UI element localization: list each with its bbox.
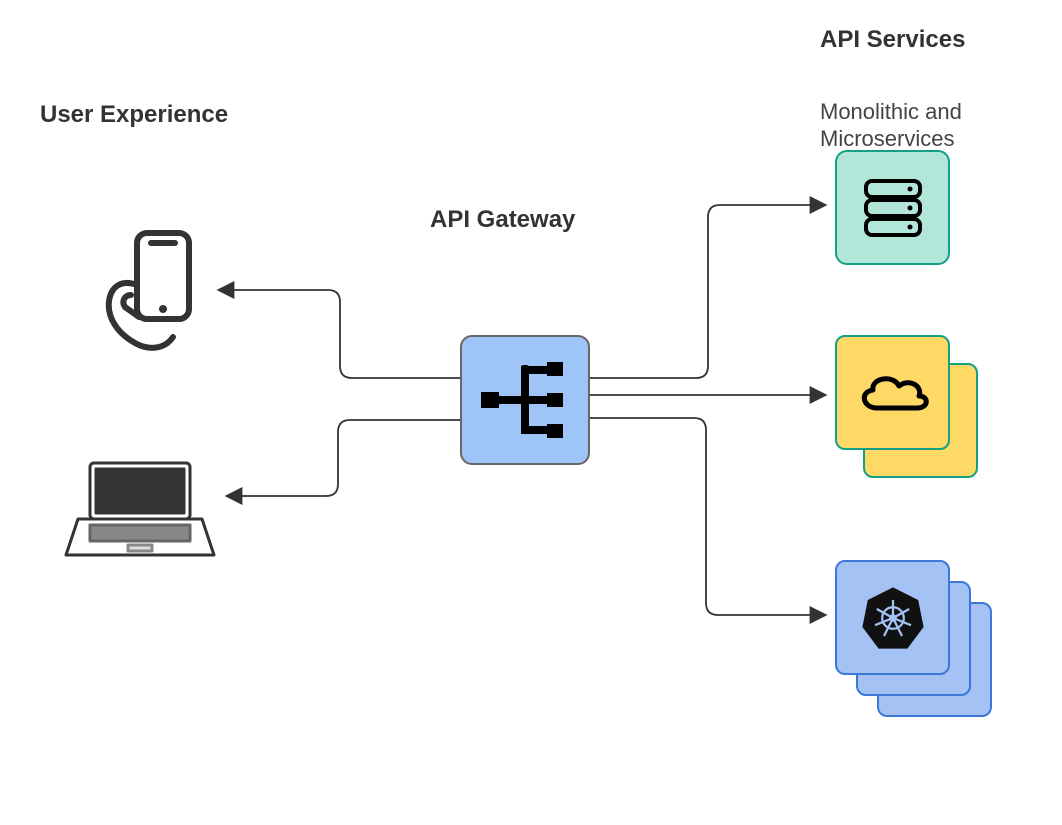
edge-gw-to-k8s <box>590 418 824 615</box>
user-experience-title: User Experience <box>40 100 228 130</box>
api-services-title: API Services <box>820 25 965 55</box>
api-services-subtitle: Monolithic and Microservices <box>820 70 962 153</box>
phone-node <box>95 225 205 355</box>
laptop-node <box>60 455 220 565</box>
cloud-node-stack <box>835 335 978 478</box>
cloud-icon <box>853 368 933 418</box>
server-node <box>835 150 950 265</box>
distribute-icon <box>475 350 575 450</box>
edge-gw-to-phone <box>220 290 460 378</box>
api-services-subtitle-text: Monolithic and Microservices <box>820 99 962 152</box>
api-gateway-text: API Gateway <box>430 206 575 233</box>
laptop-icon <box>60 455 220 565</box>
server-icon <box>858 173 928 243</box>
k8s-node-stack <box>835 560 992 717</box>
cloud-stack-front <box>835 335 950 450</box>
gateway-node <box>460 335 590 465</box>
diagram-canvas: User Experience API Gateway API Services… <box>0 0 1062 825</box>
user-experience-text: User Experience <box>40 101 228 128</box>
edge-gw-to-laptop <box>228 420 460 496</box>
k8s-stack-front <box>835 560 950 675</box>
edge-gw-to-server <box>590 205 824 378</box>
api-gateway-title: API Gateway <box>430 205 575 235</box>
phone-hand-icon <box>95 225 205 355</box>
api-services-text: API Services <box>820 26 965 53</box>
kubernetes-icon <box>857 582 929 654</box>
